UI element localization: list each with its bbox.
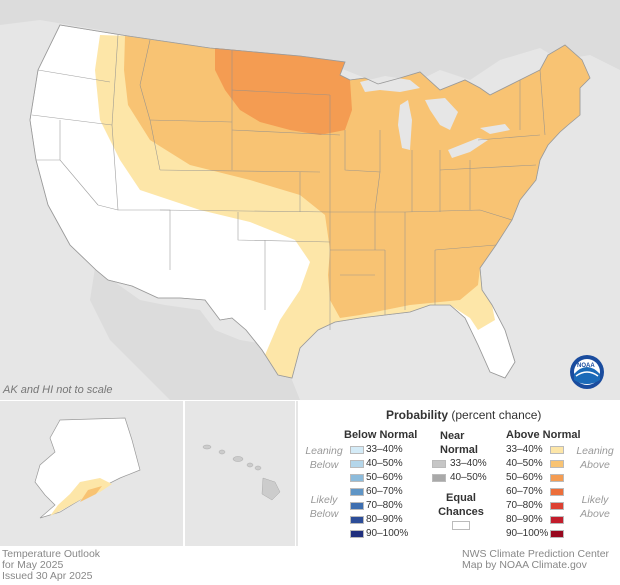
above-normal-swatch-1 — [550, 446, 564, 454]
below-normal-range-4: 60–70% — [366, 486, 403, 497]
lake-superior — [360, 76, 420, 92]
legend-title-sub: (percent chance) — [451, 408, 542, 422]
above-normal-range-2: 40–50% — [506, 458, 543, 469]
above-normal-swatch-4 — [550, 488, 564, 496]
above-normal-swatch-5 — [550, 502, 564, 510]
below-normal-swatch-6 — [350, 516, 364, 524]
near-normal-swatch-2 — [432, 474, 446, 482]
scale-note: AK and HI not to scale — [3, 384, 113, 396]
footer-title: Temperature Outlook — [2, 548, 101, 560]
legend-title: Probability (percent chance) — [386, 408, 541, 422]
canada-landmass — [0, 0, 620, 95]
below-normal-swatch-1 — [350, 446, 364, 454]
above-normal-range-5: 70–80% — [506, 500, 543, 511]
above-normal-range-7: 90–100% — [506, 528, 549, 539]
below-normal-range-7: 90–100% — [366, 528, 409, 539]
footer-period: for May 2025 — [2, 559, 64, 571]
below-normal-swatch-7 — [350, 530, 364, 538]
noaa-logo-icon — [570, 355, 604, 389]
near-normal-swatch-1 — [432, 460, 446, 468]
above-normal-range-6: 80–90% — [506, 514, 543, 525]
lake-erie — [448, 138, 488, 158]
mexico-landmass — [90, 268, 300, 400]
likely-below-label: Likely Below — [309, 494, 339, 520]
likely-above-50-60-region — [215, 48, 352, 135]
footer-left: Temperature Outlook for May 2025 Issued … — [2, 549, 100, 582]
footer-right: NWS Climate Prediction Center Map by NOA… — [462, 549, 609, 571]
above-normal-range-4: 60–70% — [506, 486, 543, 497]
below-normal-range-3: 50–60% — [366, 472, 403, 483]
equal-chances-swatch — [452, 521, 470, 530]
footer-issued: Issued 30 Apr 2025 — [2, 570, 93, 582]
below-normal-range-6: 80–90% — [366, 514, 403, 525]
above-normal-range-1: 33–40% — [506, 444, 543, 455]
above-normal-swatch-3 — [550, 474, 564, 482]
below-normal-header: Below Normal — [344, 429, 418, 441]
noaa-logo-text: NOAA — [577, 363, 595, 369]
equal-chances-label: Equal Chances — [438, 492, 484, 518]
near-normal-header: Near Normal — [440, 430, 478, 456]
below-normal-swatch-2 — [350, 460, 364, 468]
below-normal-range-1: 33–40% — [366, 444, 403, 455]
likely-above-label: Likely Above — [580, 494, 610, 520]
state-borders — [31, 34, 546, 330]
lake-ontario — [480, 124, 510, 134]
below-normal-swatch-5 — [350, 502, 364, 510]
above-normal-swatch-6 — [550, 516, 564, 524]
below-normal-swatch-3 — [350, 474, 364, 482]
alaska-landmass — [34, 417, 141, 519]
above-normal-swatch-2 — [550, 460, 564, 468]
footer-credit-cpc: NWS Climate Prediction Center — [462, 548, 610, 560]
hawaii-islands — [202, 444, 281, 501]
near-normal-range-2: 40–50% — [450, 472, 487, 483]
below-normal-range-5: 70–80% — [366, 500, 403, 511]
alaska-leaning-above — [50, 478, 112, 516]
leaning-above-label: Leaning Above — [576, 445, 614, 471]
leaning-below-label: Leaning Below — [305, 445, 343, 471]
near-normal-range-1: 33–40% — [450, 458, 487, 469]
footer-credit-map: Map by NOAA Climate.gov — [462, 559, 587, 571]
lake-michigan — [398, 100, 412, 150]
above-normal-swatch-7 — [550, 530, 564, 538]
above-normal-range-3: 50–60% — [506, 472, 543, 483]
lake-huron — [425, 98, 458, 130]
legend-title-main: Probability — [386, 408, 449, 422]
above-normal-header: Above Normal — [506, 429, 581, 441]
below-normal-swatch-4 — [350, 488, 364, 496]
below-normal-range-2: 40–50% — [366, 458, 403, 469]
